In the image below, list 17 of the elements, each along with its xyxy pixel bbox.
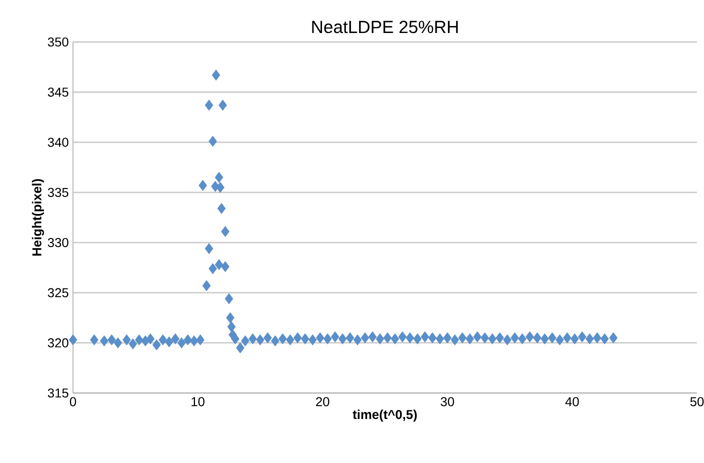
- y-tick-label: 315: [48, 388, 68, 398]
- x-tick-label: 30: [440, 397, 454, 406]
- chart-title: NeatLDPE 25%RH: [312, 20, 458, 34]
- x-tick-label: 50: [690, 397, 704, 406]
- y-tick-label: 340: [48, 138, 68, 147]
- x-axis-title: time(t^0,5): [352, 410, 417, 422]
- y-tick-label: 320: [48, 338, 68, 348]
- x-tick-label: 20: [316, 397, 330, 406]
- y-tick-label: 335: [48, 188, 68, 197]
- y-tick-label: 345: [48, 88, 68, 97]
- y-axis-title: Height(pixel): [32, 179, 44, 256]
- y-tick-label: 350: [48, 37, 68, 47]
- x-tick-label: 40: [565, 397, 579, 406]
- x-tick-label: 10: [192, 397, 204, 406]
- y-tick-label: 330: [48, 238, 68, 248]
- y-tick-label: 325: [48, 288, 68, 298]
- x-tick-label: 0: [70, 397, 76, 406]
